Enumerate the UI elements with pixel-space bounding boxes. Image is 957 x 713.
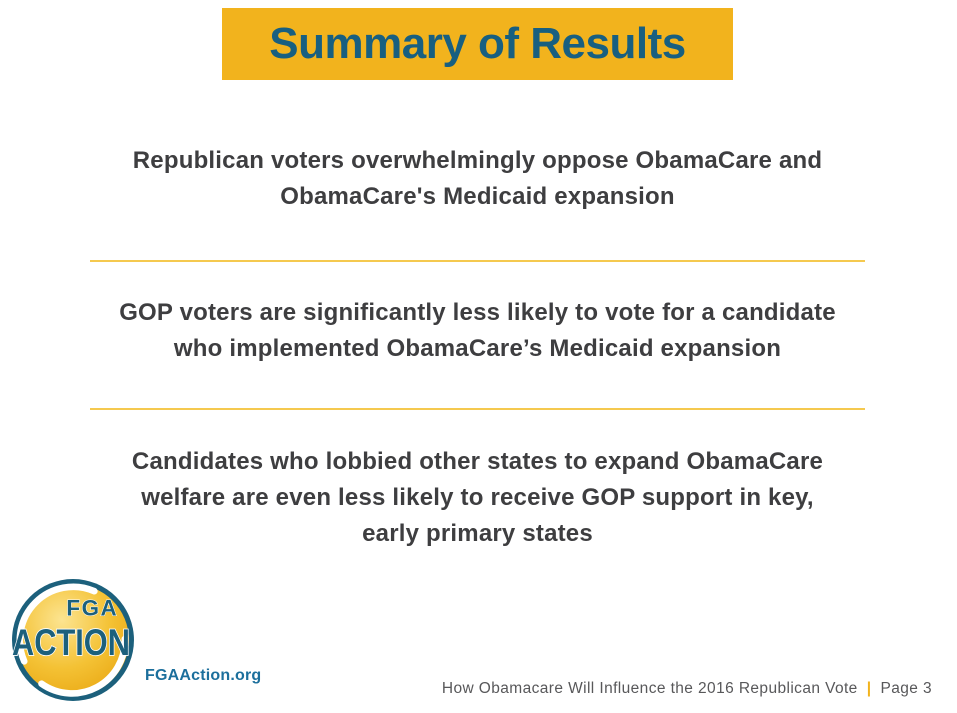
page-number: Page 3: [880, 680, 932, 697]
summary-point-2: GOP voters are significantly less likely…: [119, 299, 836, 362]
logo-ball: [17, 584, 129, 696]
fga-action-logo: FGA ACTION: [11, 579, 134, 701]
footer: How Obamacare Will Influence the 2016 Re…: [442, 680, 932, 698]
logo-swoosh-bottom: [38, 635, 129, 697]
divider-line-2: [90, 408, 865, 410]
logo-text-fga: FGA: [66, 596, 118, 621]
summary-point-3: Candidates who lobbied other states to e…: [131, 448, 824, 547]
logo-swoosh-top: [16, 583, 98, 665]
logo-text-action: ACTION: [12, 622, 130, 663]
title-banner: Summary of Results: [222, 8, 733, 80]
deck-title-text: How Obamacare Will Influence the 2016 Re…: [441, 680, 858, 697]
divider-line-1: [90, 260, 865, 262]
footer-separator: |: [866, 680, 872, 697]
summary-point-1: Republican voters overwhelmingly oppose …: [132, 147, 823, 210]
page-title: Summary of Results: [269, 19, 686, 68]
website-link[interactable]: FGAAction.org: [145, 667, 262, 684]
